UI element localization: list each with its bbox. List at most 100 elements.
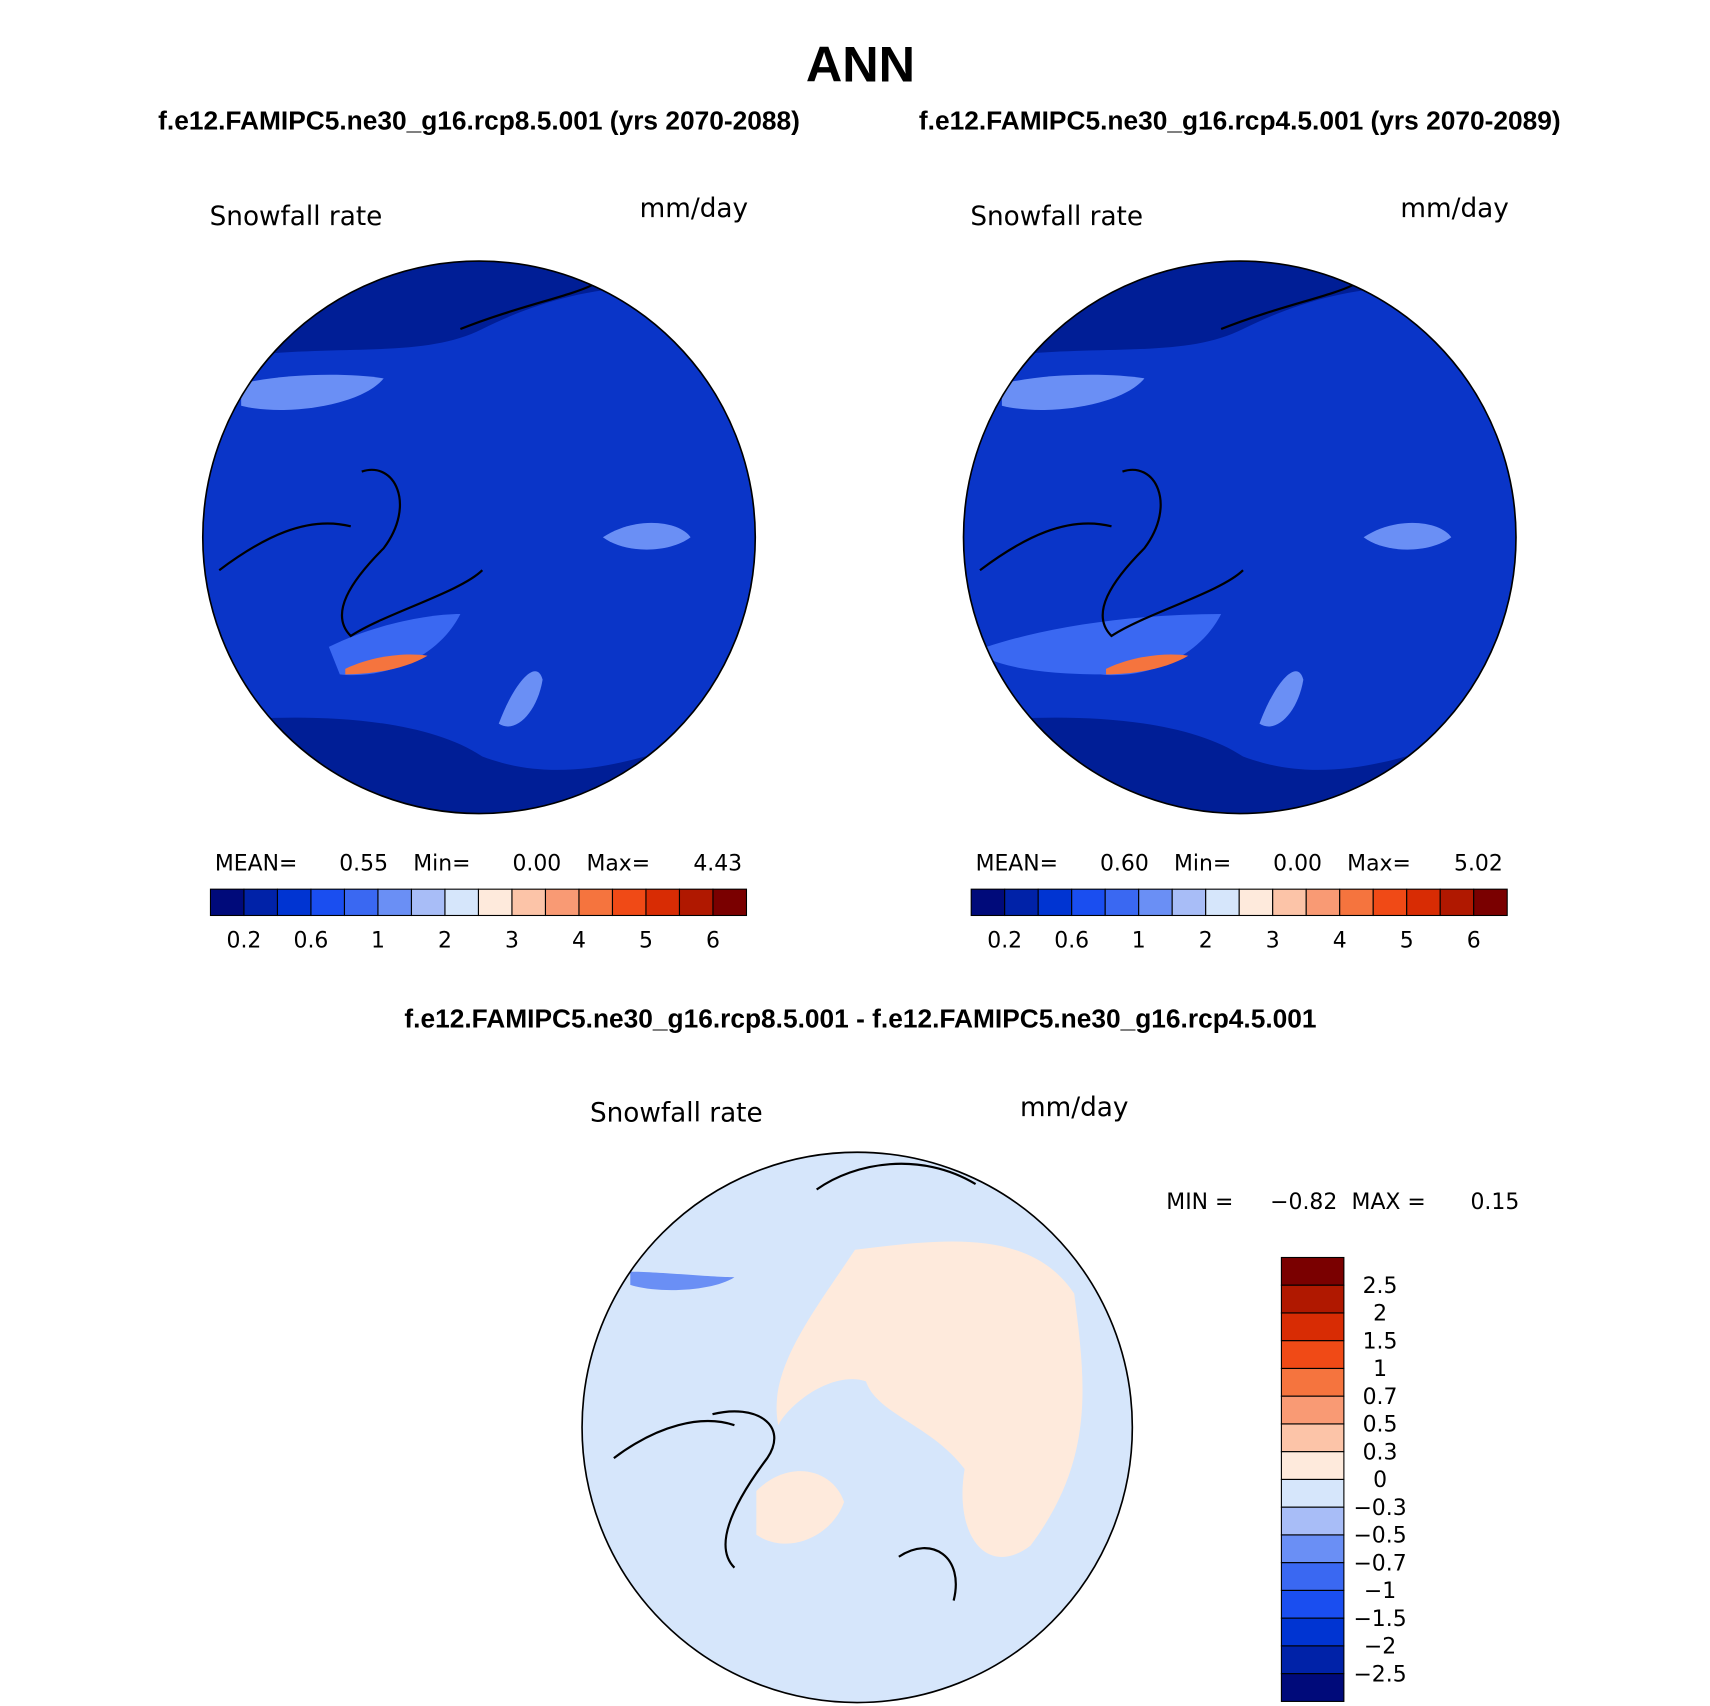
colorbar-box [1071,888,1106,917]
map [202,261,756,814]
colorbar-box [970,888,1006,917]
colorbar-label: 5 [1400,928,1414,953]
colorbar-label: 4 [1333,928,1347,953]
colorbar-label: 5 [639,928,653,953]
colorbar-label: −0.7 [1353,1551,1406,1576]
colorbar-box [477,888,513,917]
colorbar-box [678,888,714,917]
colorbar-box [243,888,279,917]
colorbar-box [1473,888,1508,917]
colorbar-label: −2 [1364,1635,1396,1660]
colorbar-box [310,888,346,917]
colorbar-label: −0.5 [1353,1524,1406,1549]
colorbar-box [1280,1673,1345,1702]
colorbar-label: 2 [438,928,452,953]
colorbar-box [1280,1617,1345,1647]
stat-label: Min= [1174,852,1231,877]
colorbar-box [1280,1395,1345,1425]
colorbar-label: 2 [1373,1302,1387,1327]
colorbar-label: 0.2 [987,928,1022,953]
colorbar-box [611,888,647,917]
colorbar-box [1280,1589,1345,1619]
colorbar-box [1280,1534,1345,1564]
units-label: mm/day [1020,1093,1128,1123]
colorbar-box [1138,888,1173,917]
colorbar-box [1339,888,1374,917]
stat-label: Max= [586,852,650,877]
colorbar-box [1238,888,1274,917]
colorbar-box [712,888,748,917]
colorbar-box [1280,1284,1345,1314]
map [963,261,1516,814]
colorbar-label: 4 [572,928,586,953]
colorbar-label: 0.6 [1054,928,1089,953]
colorbar-label: 1 [1373,1357,1387,1382]
colorbar-label: 0.6 [294,928,329,953]
colorbar-label: 1.5 [1363,1329,1398,1354]
map-border [581,1151,1134,1704]
stat-label: Max= [1347,852,1411,877]
colorbar-box [1280,1451,1345,1480]
colorbar-box [444,888,480,917]
colorbar-box [1280,1256,1345,1286]
map-border [201,260,757,815]
colorbar-box [377,888,413,917]
colorbar-box [1280,1312,1345,1342]
panel-subtitle: f.e12.FAMIPC5.ne30_g16.rcp8.5.001 - f.e1… [404,1003,1316,1033]
colorbar-box [1280,1562,1345,1591]
colorbar-label: 0.3 [1363,1440,1398,1465]
stat-value: 0.15 [1470,1190,1519,1215]
variable-label: Snowfall rate [210,202,383,232]
colorbar-box [544,888,580,917]
stat-label: MEAN= [976,852,1058,877]
colorbar-label: 1 [371,928,385,953]
colorbar-label: 0.7 [1363,1385,1398,1410]
colorbar-box [410,888,446,917]
colorbar-box [1104,888,1140,917]
colorbar-label: −2.5 [1353,1662,1406,1687]
units-label: mm/day [640,194,748,224]
colorbar-box [1280,1340,1345,1370]
colorbar-box [1272,888,1307,917]
stat-value: −0.82 [1270,1190,1337,1215]
variable-label: Snowfall rate [970,202,1143,232]
colorbar-box [1439,888,1475,917]
colorbar-label: 2 [1199,928,1213,953]
stat-value: 0.60 [1100,852,1149,877]
title: ANN [806,35,915,92]
colorbar-box [511,888,547,917]
colorbar-label: 3 [505,928,519,953]
colorbar-box [276,888,312,917]
colorbar-label: 2.5 [1363,1274,1398,1299]
stat-value: 5.02 [1454,852,1503,877]
stat-label: MAX = [1352,1190,1426,1215]
variable-label: Snowfall rate [590,1099,763,1129]
units-label: mm/day [1400,194,1508,224]
colorbar-box [1372,888,1408,917]
colorbar-box [1406,888,1441,917]
stat-label: MIN = [1166,1190,1233,1215]
colorbar-label: −1.5 [1353,1607,1406,1632]
colorbar-box [1205,888,1240,917]
stat-value: 0.00 [512,852,561,877]
colorbar-label: −1 [1364,1579,1396,1604]
colorbar-box [1171,888,1207,917]
colorbar-box [1280,1423,1345,1453]
colorbar-label: 6 [706,928,720,953]
panel-subtitle: f.e12.FAMIPC5.ne30_g16.rcp4.5.001 (yrs 2… [919,106,1561,136]
colorbar-box [1280,1478,1345,1508]
colorbar-box [1280,1645,1345,1675]
colorbar-box [1004,888,1039,917]
stat-value: 0.55 [339,852,388,877]
stat-label: MEAN= [215,852,297,877]
colorbar-box [1305,888,1341,917]
panel-subtitle: f.e12.FAMIPC5.ne30_g16.rcp8.5.001 (yrs 2… [158,106,800,136]
colorbar-label: 6 [1467,928,1481,953]
stat-value: 4.43 [693,852,742,877]
colorbar-label: 0.2 [227,928,262,953]
colorbar-box [343,888,379,917]
colorbar-label: 0 [1373,1468,1387,1493]
stat-value: 0.00 [1273,852,1322,877]
colorbar-box [1280,1367,1345,1397]
colorbar-box [209,888,245,917]
